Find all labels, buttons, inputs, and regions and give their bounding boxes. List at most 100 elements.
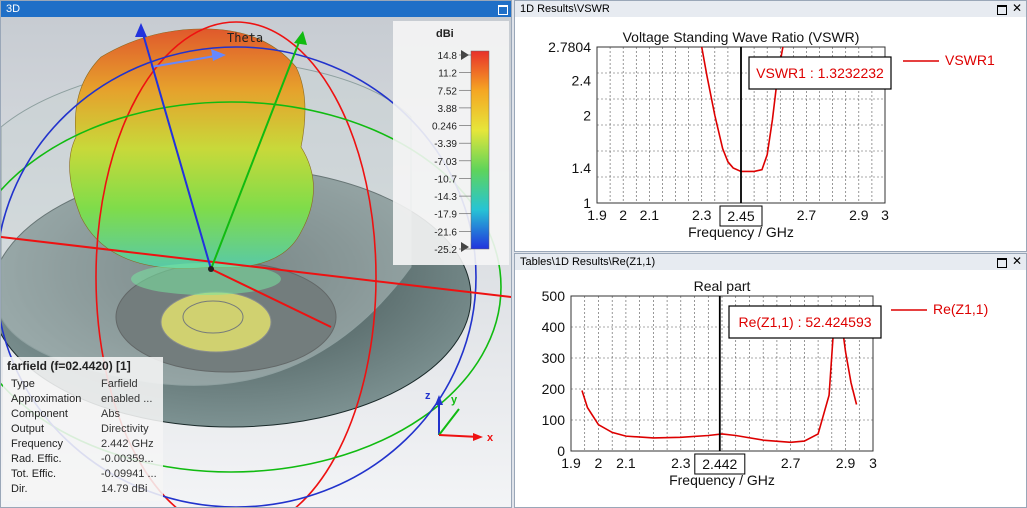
info-row: Type Farfield [3,377,163,392]
x-tick-label: 2.1 [616,455,636,471]
re-z-chart[interactable]: Real part 500 400 300 200 100 01.9 2 2.1 2.3 2.7 2.… [515,270,1026,507]
info-key: Rad. Effic. [11,453,62,465]
panel-3d-titlebar[interactable]: 3D [1,1,511,17]
colorbar-tick-label: -14.3 [434,192,457,203]
vswr-chart[interactable]: Voltage Standing Wave Ratio (VSWR) 2.7804… [515,17,1026,251]
info-value: enabled ... [101,393,153,405]
panel-re-z-title: Tables\1D Results\Re(Z1,1) [520,256,656,268]
info-value: Farfield [101,378,138,390]
legend-label: Re(Z1,1) [933,301,988,317]
blue-vector [140,26,212,270]
info-value: -0.09941 ... [101,468,157,480]
y-tick-label: 2.4 [572,72,592,88]
marker-x-label: 2.442 [702,456,737,472]
y-tick-label: 500 [542,288,566,304]
x-tick-label: 1.9 [561,455,581,471]
panel-vswr-titlebar[interactable]: 1D Results\VSWR ✕ [515,1,1026,17]
panel-re-z[interactable]: Tables\1D Results\Re(Z1,1) ✕ Real part 50… [514,253,1027,508]
panel-vswr[interactable]: 1D Results\VSWR ✕ Voltage Standing Wave … [514,0,1027,252]
marker-x-box [694,453,746,475]
info-row: Rad. Effic. -0.00359... [3,452,163,467]
x-tick-label: 2 [619,207,627,223]
info-value: Abs [101,408,120,420]
x-tick-label: 2.9 [849,207,869,223]
y-tick-label: 300 [542,350,566,366]
colorbar-gradient [470,50,490,250]
x-tick-label: 2.7 [797,207,817,223]
y-tick-label: 200 [542,381,566,397]
red-vector [210,268,332,328]
farfield-lobe [69,28,314,269]
marker-readout-box [728,305,882,339]
farfield-info-box: farfield (f=02.4420) [1] Type Farfield App… [3,357,163,501]
x-tick-label: 1.9 [587,207,607,223]
red-circle [95,21,377,507]
info-row: Tot. Effic. -0.09941 ... [3,467,163,482]
maximize-icon[interactable] [495,2,509,15]
theta-axis [150,54,222,68]
red-axis [1,236,511,298]
info-key: Approximation [11,393,82,405]
colorbar-tick-label: -21.6 [434,227,457,238]
farfield-3d-view[interactable]: Theta dBi 14.8 11.2 7.52 3.88 0.246 -3.39 -7.0… [1,17,511,507]
green-arrow-icon [294,31,307,45]
theta-label: Theta [227,31,263,45]
maximize-icon[interactable] [994,255,1008,268]
z-arrow-icon [435,395,443,405]
maximize-icon[interactable] [994,2,1008,15]
colorbar-tick-label: -17.9 [434,210,457,221]
axis-triad: z y x [425,390,494,444]
info-key: Component [11,408,68,420]
panel-re-z-titlebar[interactable]: Tables\1D Results\Re(Z1,1) ✕ [515,254,1026,270]
plot-frame [570,295,874,452]
info-row: Output Directivity [3,422,163,437]
triad-z-label: z [425,390,431,402]
close-icon[interactable]: ✕ [1011,254,1023,268]
blue-arrow-icon [135,23,147,37]
y-tick-label: 100 [542,412,566,428]
blue-circle [1,46,477,507]
x-axis-label: Frequency / GHz [669,472,775,488]
colorbar-tick-label: 3.88 [438,104,458,115]
y-tick-label: 0 [557,443,565,459]
x-tick-label: 2 [595,455,603,471]
info-row: Component Abs [3,407,163,422]
info-row: Dir. 14.79 dBi [3,482,163,497]
info-value: -0.00359... [101,453,154,465]
y-tick-label: 1.4 [572,160,592,176]
panel-3d[interactable]: 3D [0,0,512,508]
origin-point [208,266,214,272]
green-vector [210,36,302,270]
info-value: 14.79 dBi [101,483,148,495]
marker-x-label: 2.45 [727,208,754,224]
marker-x-box [719,205,763,227]
info-row: Frequency 2.442 GHz [3,437,163,452]
series-line [700,46,784,173]
info-value: Directivity [101,423,149,435]
y-tick-label: 2.7804 [548,39,591,55]
chart-title: Real part [694,278,751,294]
x-tick-label: 3 [881,207,889,223]
close-icon[interactable]: ✕ [1011,1,1023,15]
lobe-rim [131,263,281,295]
x-tick-label: 2.9 [836,455,856,471]
info-key: Tot. Effic. [11,468,57,480]
y-tick-label: 1 [583,195,591,211]
panel-vswr-title: 1D Results\VSWR [520,3,610,15]
info-key: Type [11,378,35,390]
colorbar-bottom-arrow-icon[interactable] [461,242,469,252]
green-circle [1,101,502,473]
triad-x-label: x [487,432,494,444]
info-rows: Type Farfield Approximation enabled ... Comp… [3,377,163,497]
info-key: Output [11,423,45,435]
info-row: Approximation enabled ... [3,392,163,407]
colorbar-tick-label: 0.246 [432,122,457,133]
x-tick-label: 2.7 [781,455,801,471]
info-header: farfield (f=02.4420) [1] [7,359,131,373]
colorbar-tick-label: -10.7 [434,174,457,185]
x-tick-label: 3 [869,455,877,471]
colorbar-tick-label: 14.8 [438,51,458,62]
colorbar-tick-label: -25.2 [434,245,457,256]
legend-label: VSWR1 [945,52,995,68]
panel-3d-title: 3D [6,3,21,15]
